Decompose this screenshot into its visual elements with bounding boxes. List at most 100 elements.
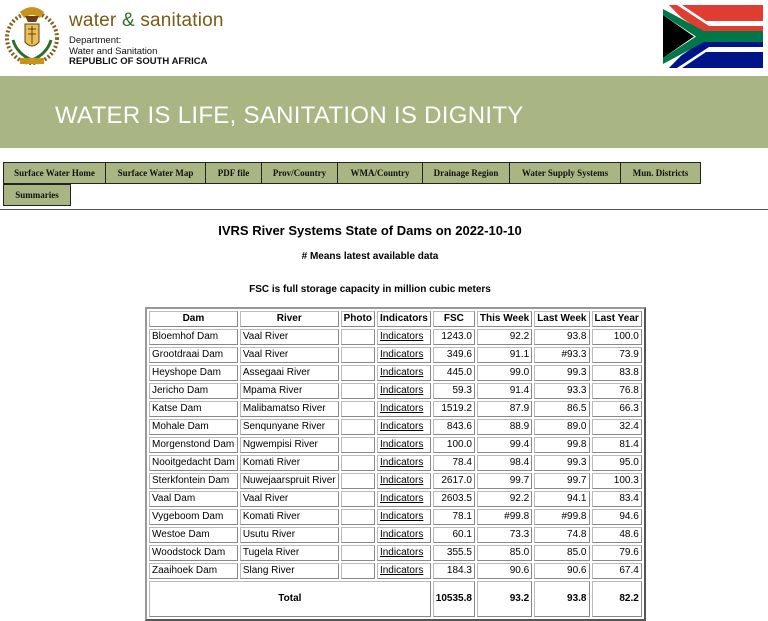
table-row: Bloemhof Dam Vaal River Indicators 1243.0 92… xyxy=(149,329,642,345)
table-row: Katse Dam Malibamatso River Indicators 1519… xyxy=(149,401,642,417)
last-week-value: 85.0 xyxy=(534,545,590,561)
fsc-value: 184.3 xyxy=(432,563,475,579)
last-week-value: 94.1 xyxy=(534,491,590,507)
last-week-value: 90.6 xyxy=(534,563,590,579)
nav-mun-districts[interactable]: Mun. Districts xyxy=(620,162,701,184)
nav-wma-country[interactable]: WMA/Country xyxy=(337,162,423,184)
this-week-value: 85.0 xyxy=(476,545,533,561)
dam-name: Westoe Dam xyxy=(149,527,238,543)
table-row: Zaaihoek Dam Slang River Indicators 184.3 90… xyxy=(149,563,642,579)
photo-cell xyxy=(340,347,375,363)
fsc-value: 1243.0 xyxy=(432,329,475,345)
indicators-link[interactable]: Indicators xyxy=(376,365,431,381)
fsc-value: 60.1 xyxy=(432,527,475,543)
dam-name: Morgenstond Dam xyxy=(149,437,238,453)
last-year-value: 95.0 xyxy=(591,455,642,471)
fsc-value: 2617.0 xyxy=(432,473,475,489)
indicators-link[interactable]: Indicators xyxy=(376,545,431,561)
river-name: Komati River xyxy=(239,509,339,525)
indicators-link[interactable]: Indicators xyxy=(376,473,431,489)
brand-title: water & sanitation xyxy=(69,10,224,32)
south-africa-flag-icon xyxy=(663,5,763,68)
last-week-value: 89.0 xyxy=(534,419,590,435)
last-year-value: 83.8 xyxy=(591,365,642,381)
total-this-week: 93.2 xyxy=(476,581,533,617)
last-year-value: 76.8 xyxy=(591,383,642,399)
dam-name: Jericho Dam xyxy=(149,383,238,399)
indicators-link[interactable]: Indicators xyxy=(376,401,431,417)
slogan-banner: WATER IS LIFE, SANITATION IS DIGNITY xyxy=(0,76,768,148)
last-year-value: 100.3 xyxy=(591,473,642,489)
last-year-value: 32.4 xyxy=(591,419,642,435)
photo-cell xyxy=(340,419,375,435)
fsc-value: 1519.2 xyxy=(432,401,475,417)
indicators-link[interactable]: Indicators xyxy=(376,329,431,345)
indicators-link[interactable]: Indicators xyxy=(376,383,431,399)
dam-name: Bloemhof Dam xyxy=(149,329,238,345)
brand-word-water: water xyxy=(69,10,117,31)
river-name: Komati River xyxy=(239,455,339,471)
nav-surface-water-home[interactable]: Surface Water Home xyxy=(3,162,106,184)
table-row: Woodstock Dam Tugela River Indicators 355.5… xyxy=(149,545,642,561)
dam-name: Heyshope Dam xyxy=(149,365,238,381)
fsc-value: 100.0 xyxy=(432,437,475,453)
table-row: Sterkfontein Dam Nuwejaarspruit River Indi… xyxy=(149,473,642,489)
this-week-value: 87.9 xyxy=(476,401,533,417)
table-row: Vaal Dam Vaal River Indicators 2603.5 92.2 94… xyxy=(149,491,642,507)
latest-data-note: # Means latest available data xyxy=(301,251,439,262)
col-header-dam: Dam xyxy=(149,311,238,327)
last-year-value: 79.6 xyxy=(591,545,642,561)
fsc-value: 59.3 xyxy=(432,383,475,399)
last-week-value: 86.5 xyxy=(534,401,590,417)
nav-surface-water-map[interactable]: Surface Water Map xyxy=(105,162,206,184)
photo-cell xyxy=(340,563,375,579)
site-header: water & sanitation Department: Water and… xyxy=(0,0,768,76)
fsc-value: 78.1 xyxy=(432,509,475,525)
fsc-value: 843.6 xyxy=(432,419,475,435)
indicators-link[interactable]: Indicators xyxy=(376,509,431,525)
indicators-link[interactable]: Indicators xyxy=(376,347,431,363)
nav-drainage-region[interactable]: Drainage Region xyxy=(422,162,510,184)
dam-name: Nooitgedacht Dam xyxy=(149,455,238,471)
indicators-link[interactable]: Indicators xyxy=(376,437,431,453)
indicators-link[interactable]: Indicators xyxy=(376,455,431,471)
dam-name: Vaal Dam xyxy=(149,491,238,507)
col-header-indicators: Indicators xyxy=(376,311,431,327)
dam-state-table: Dam River Photo Indicators FSC This Week… xyxy=(145,307,646,621)
nav-summaries[interactable]: Summaries xyxy=(3,184,71,206)
fsc-value: 445.0 xyxy=(432,365,475,381)
nav-water-supply-systems[interactable]: Water Supply Systems xyxy=(509,162,621,184)
this-week-value: 99.0 xyxy=(476,365,533,381)
dept-line-1: Department: xyxy=(69,35,122,46)
this-week-value: 98.4 xyxy=(476,455,533,471)
slogan-text: WATER IS LIFE, SANITATION IS DIGNITY xyxy=(55,102,524,129)
photo-cell xyxy=(340,473,375,489)
this-week-value: 99.7 xyxy=(476,473,533,489)
river-name: Assegaai River xyxy=(239,365,339,381)
this-week-value: 92.2 xyxy=(476,329,533,345)
photo-cell xyxy=(340,527,375,543)
photo-cell xyxy=(340,509,375,525)
indicators-link[interactable]: Indicators xyxy=(376,563,431,579)
this-week-value: 90.6 xyxy=(476,563,533,579)
last-year-value: 83.4 xyxy=(591,491,642,507)
nav-divider xyxy=(0,209,768,210)
river-name: Nuwejaarspruit River xyxy=(239,473,339,489)
fsc-value: 2603.5 xyxy=(432,491,475,507)
table-row: Grootdraai Dam Vaal River Indicators 349.6 9… xyxy=(149,347,642,363)
this-week-value: 88.9 xyxy=(476,419,533,435)
col-header-fsc: FSC xyxy=(432,311,475,327)
indicators-link[interactable]: Indicators xyxy=(376,527,431,543)
this-week-value: 73.3 xyxy=(476,527,533,543)
sa-coat-of-arms-icon xyxy=(5,7,59,65)
indicators-link[interactable]: Indicators xyxy=(376,491,431,507)
nav-prov-country[interactable]: Prov/Country xyxy=(261,162,338,184)
last-week-value: 99.7 xyxy=(534,473,590,489)
indicators-link[interactable]: Indicators xyxy=(376,419,431,435)
last-year-value: 94.6 xyxy=(591,509,642,525)
nav-pdf-file[interactable]: PDF file xyxy=(205,162,262,184)
river-name: Vaal River xyxy=(239,347,339,363)
brand-word-sanitation: sanitation xyxy=(140,10,224,31)
total-row: Total 10535.8 93.2 93.8 82.2 xyxy=(149,581,642,617)
last-year-value: 100.0 xyxy=(591,329,642,345)
